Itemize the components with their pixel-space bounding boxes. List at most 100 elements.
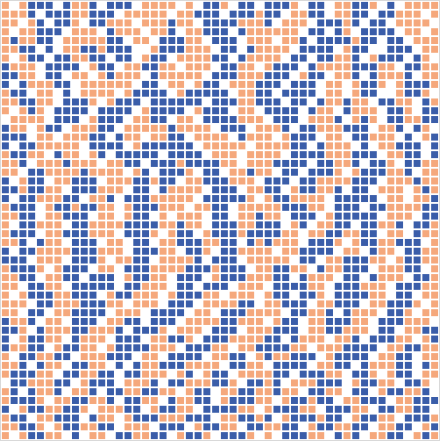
cell — [247, 177, 255, 185]
cell — [45, 335, 53, 343]
cell — [229, 423, 237, 431]
cell — [413, 432, 421, 440]
cell — [28, 274, 36, 282]
cell — [343, 37, 351, 44]
cell — [54, 72, 62, 80]
cell — [168, 168, 176, 176]
cell — [413, 247, 421, 255]
cell — [343, 405, 351, 413]
cell — [28, 212, 36, 220]
cell — [107, 265, 114, 273]
cell — [308, 10, 316, 18]
cell — [290, 151, 298, 159]
cell — [334, 317, 342, 325]
cell — [177, 19, 185, 27]
cell — [10, 326, 18, 334]
cell — [299, 265, 307, 273]
cell — [299, 353, 307, 361]
cell — [220, 353, 228, 361]
cell — [212, 221, 220, 229]
cell — [378, 326, 386, 334]
cell — [352, 159, 360, 167]
cell — [282, 89, 290, 97]
cell — [185, 370, 193, 378]
cell — [115, 353, 123, 361]
cell — [185, 72, 193, 80]
cell — [71, 203, 79, 211]
cell — [273, 1, 281, 9]
cell — [387, 414, 395, 422]
cell — [168, 238, 176, 246]
cell — [124, 353, 132, 361]
cell — [229, 291, 237, 299]
cell — [299, 142, 307, 150]
cell — [378, 124, 386, 132]
cell — [194, 10, 202, 18]
cell — [80, 247, 88, 255]
cell — [334, 230, 342, 238]
cell — [54, 212, 62, 220]
cell — [150, 414, 158, 422]
cell — [255, 212, 263, 220]
cell — [98, 274, 106, 282]
cell — [107, 98, 114, 106]
cell — [238, 317, 246, 325]
cell — [282, 256, 290, 264]
cell — [369, 212, 377, 220]
cell — [220, 256, 228, 264]
cell — [308, 89, 316, 97]
cell — [299, 432, 307, 440]
cell — [343, 256, 351, 264]
cell — [124, 423, 132, 431]
cell — [168, 28, 176, 36]
cell — [89, 98, 97, 106]
cell — [107, 124, 114, 132]
cell — [159, 63, 167, 71]
cell — [422, 326, 430, 334]
cell — [387, 405, 395, 413]
cell — [317, 203, 325, 211]
cell — [212, 142, 220, 150]
cell — [212, 80, 220, 88]
cell — [326, 212, 333, 220]
cell — [247, 397, 255, 404]
cell — [107, 370, 114, 378]
cell — [317, 54, 325, 62]
cell — [142, 221, 150, 229]
cell — [133, 89, 141, 97]
cell — [343, 10, 351, 18]
cell — [317, 300, 325, 308]
cell — [142, 230, 150, 238]
cell — [238, 168, 246, 176]
cell — [413, 238, 421, 246]
cell — [89, 37, 97, 44]
cell — [177, 423, 185, 431]
cell — [282, 133, 290, 141]
cell — [115, 133, 123, 141]
cell — [404, 379, 412, 387]
cell — [238, 361, 246, 369]
cell — [63, 423, 71, 431]
cell — [89, 28, 97, 36]
cell — [194, 361, 202, 369]
cell — [1, 353, 9, 361]
cell — [378, 361, 386, 369]
cell — [361, 405, 369, 413]
cell — [317, 274, 325, 282]
cell — [361, 116, 369, 124]
cell — [54, 335, 62, 343]
cell — [71, 265, 79, 273]
cell — [422, 107, 430, 115]
cell — [36, 151, 44, 159]
cell — [264, 19, 272, 27]
cell — [361, 221, 369, 229]
cell — [36, 221, 44, 229]
cell — [317, 238, 325, 246]
cell — [168, 72, 176, 80]
cell — [343, 300, 351, 308]
cell — [273, 379, 281, 387]
cell — [168, 203, 176, 211]
cell — [54, 282, 62, 290]
cell — [299, 89, 307, 97]
cell — [212, 230, 220, 238]
